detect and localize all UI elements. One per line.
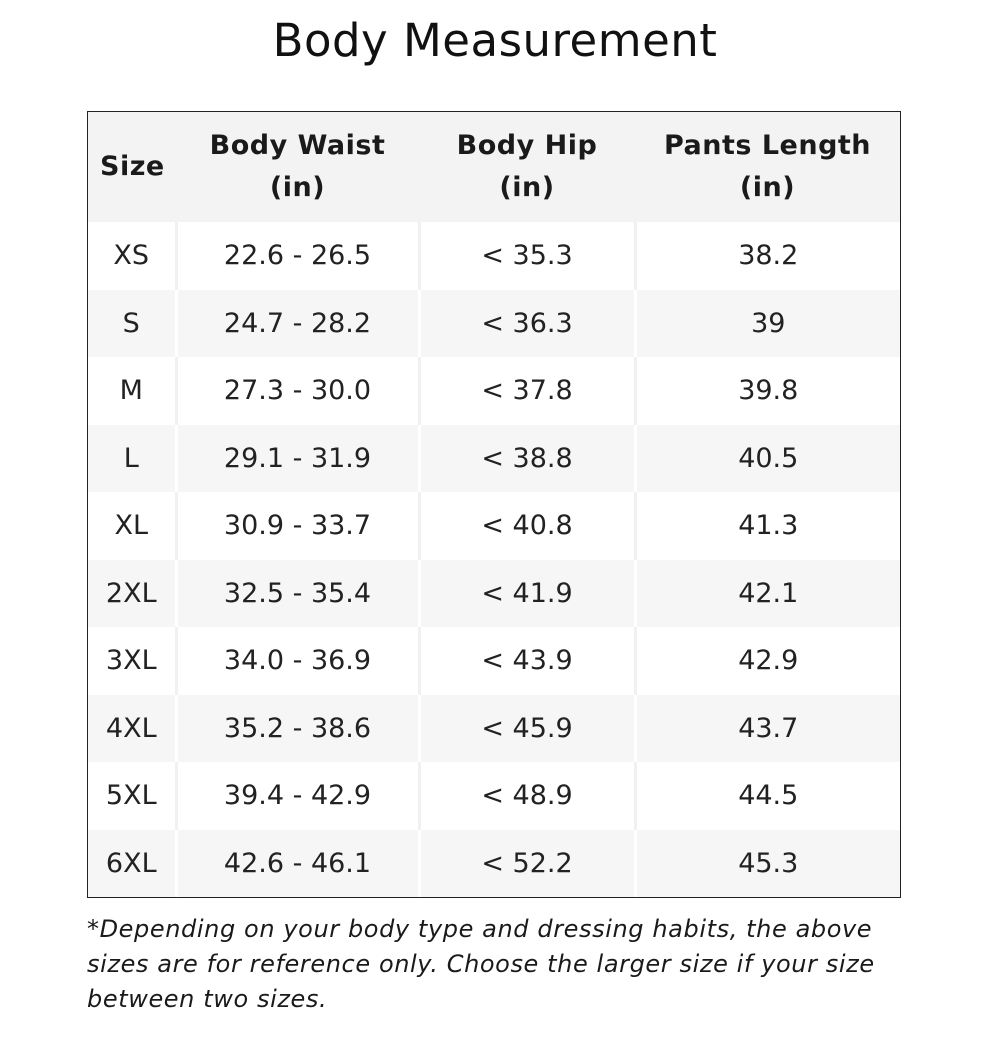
cell-size: S (88, 289, 178, 357)
cell-size: XS (88, 222, 178, 290)
page-title: Body Measurement (272, 14, 718, 67)
cell-size: 6XL (88, 829, 178, 897)
table-row: 2XL 32.5 - 35.4 < 41.9 42.1 (88, 559, 900, 627)
cell-body-hip: < 36.3 (419, 289, 637, 357)
cell-pants-length: 42.1 (635, 559, 900, 627)
table-row: XL 30.9 - 33.7 < 40.8 41.3 (88, 492, 900, 560)
cell-body-waist: 29.1 - 31.9 (176, 424, 421, 492)
table-row: XS 22.6 - 26.5 < 35.3 38.2 (88, 222, 900, 290)
table-row: 6XL 42.6 - 46.1 < 52.2 45.3 (88, 829, 900, 897)
cell-body-waist: 24.7 - 28.2 (176, 289, 421, 357)
cell-body-hip: < 38.8 (419, 424, 637, 492)
cell-size: L (88, 424, 178, 492)
cell-pants-length: 45.3 (635, 829, 900, 897)
cell-pants-length: 39 (635, 289, 900, 357)
cell-pants-length: 41.3 (635, 492, 900, 560)
cell-size: 5XL (88, 762, 178, 830)
cell-pants-length: 43.7 (635, 694, 900, 762)
table-row: L 29.1 - 31.9 < 38.8 40.5 (88, 424, 900, 492)
cell-size: 3XL (88, 627, 178, 695)
cell-body-waist: 35.2 - 38.6 (176, 694, 421, 762)
cell-size: XL (88, 492, 178, 560)
cell-pants-length: 39.8 (635, 357, 900, 425)
cell-body-hip: < 43.9 (419, 627, 637, 695)
cell-size: M (88, 357, 178, 425)
table-row: M 27.3 - 30.0 < 37.8 39.8 (88, 357, 900, 425)
cell-body-hip: < 52.2 (419, 829, 637, 897)
cell-body-waist: 42.6 - 46.1 (176, 829, 421, 897)
header-pants-length: Pants Length (in) (635, 112, 900, 222)
table-header-row: Size Body Waist (in) Body Hip (in) Pants L… (88, 112, 900, 222)
cell-body-hip: < 45.9 (419, 694, 637, 762)
header-size: Size (88, 112, 176, 222)
cell-pants-length: 40.5 (635, 424, 900, 492)
cell-body-waist: 32.5 - 35.4 (176, 559, 421, 627)
cell-body-hip: < 35.3 (419, 222, 637, 290)
cell-body-hip: < 37.8 (419, 357, 637, 425)
cell-pants-length: 38.2 (635, 222, 900, 290)
table-row: 4XL 35.2 - 38.6 < 45.9 43.7 (88, 694, 900, 762)
cell-body-hip: < 41.9 (419, 559, 637, 627)
cell-pants-length: 42.9 (635, 627, 900, 695)
header-body-hip: Body Hip (in) (419, 112, 635, 222)
cell-pants-length: 44.5 (635, 762, 900, 830)
size-chart-table: Size Body Waist (in) Body Hip (in) Pants L… (87, 111, 901, 898)
table-row: 5XL 39.4 - 42.9 < 48.9 44.5 (88, 762, 900, 830)
cell-body-hip: < 48.9 (419, 762, 637, 830)
header-body-waist: Body Waist (in) (176, 112, 419, 222)
cell-size: 2XL (88, 559, 178, 627)
cell-body-waist: 34.0 - 36.9 (176, 627, 421, 695)
cell-body-waist: 22.6 - 26.5 (176, 222, 421, 290)
footnote: *Depending on your body type and dressin… (87, 915, 875, 1013)
cell-body-waist: 30.9 - 33.7 (176, 492, 421, 560)
cell-body-hip: < 40.8 (419, 492, 637, 560)
table-row: 3XL 34.0 - 36.9 < 43.9 42.9 (88, 627, 900, 695)
cell-size: 4XL (88, 694, 178, 762)
cell-body-waist: 27.3 - 30.0 (176, 357, 421, 425)
cell-body-waist: 39.4 - 42.9 (176, 762, 421, 830)
table-row: S 24.7 - 28.2 < 36.3 39 (88, 289, 900, 357)
